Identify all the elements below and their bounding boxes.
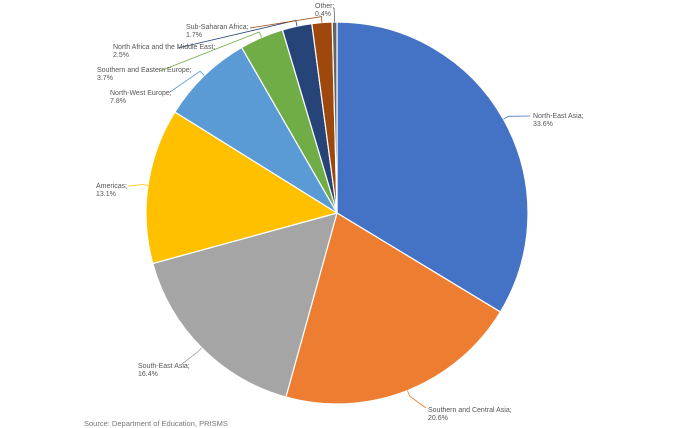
slice-north-west-europe <box>174 46 338 214</box>
label-southern-and-central-asia: Southern and Central Asia; <box>428 407 512 414</box>
leader-southern-and-central-asia <box>407 390 427 409</box>
label-americas: Americas; <box>96 183 127 190</box>
value-north-africa-and-the-middle-east: 2.5% <box>113 52 129 59</box>
label-sub-saharan-africa: Sub-Saharan Africa; <box>186 24 249 31</box>
label-north-west-europe: North-West Europe; <box>110 90 172 97</box>
value-north-west-europe: 7.8% <box>110 98 126 105</box>
leader-north-east-asia <box>503 115 531 120</box>
leader-sub-saharan-africa <box>249 16 323 29</box>
label-north-east-asia: North-East Asia; <box>533 113 584 120</box>
leader-americas <box>127 184 149 187</box>
value-north-east-asia: 33.6% <box>533 121 553 128</box>
slice-other <box>331 21 338 214</box>
value-southern-and-central-asia: 20.6% <box>428 415 448 422</box>
value-sub-saharan-africa: 1.7% <box>186 32 202 39</box>
label-north-africa-and-the-middle-east: North Africa and the Middle East; <box>113 44 215 51</box>
value-americas: 13.1% <box>96 191 116 198</box>
pie-slices <box>145 21 529 405</box>
label-south-east-asia: South-East Asia; <box>138 363 190 370</box>
leader-north-west-europe <box>169 70 205 93</box>
leader-southern-and-eastern-europe <box>159 31 262 72</box>
leader-lines <box>127 7 531 409</box>
value-southern-and-eastern-europe: 3.7% <box>97 75 113 82</box>
label-other: Other; <box>315 3 335 10</box>
source-note: Source: Department of Education, PRISMS <box>84 419 228 428</box>
value-south-east-asia: 16.4% <box>138 371 158 378</box>
slice-americas <box>145 111 339 265</box>
slice-north-east-asia <box>336 21 529 313</box>
value-other: 0.4% <box>315 11 331 18</box>
leader-other <box>333 7 335 23</box>
leader-south-east-asia <box>181 347 202 365</box>
label-southern-and-eastern-europe: Southern and Eastern Europe; <box>97 67 192 74</box>
slice-labels: North-East Asia;33.6% Southern and Centra… <box>96 3 584 422</box>
